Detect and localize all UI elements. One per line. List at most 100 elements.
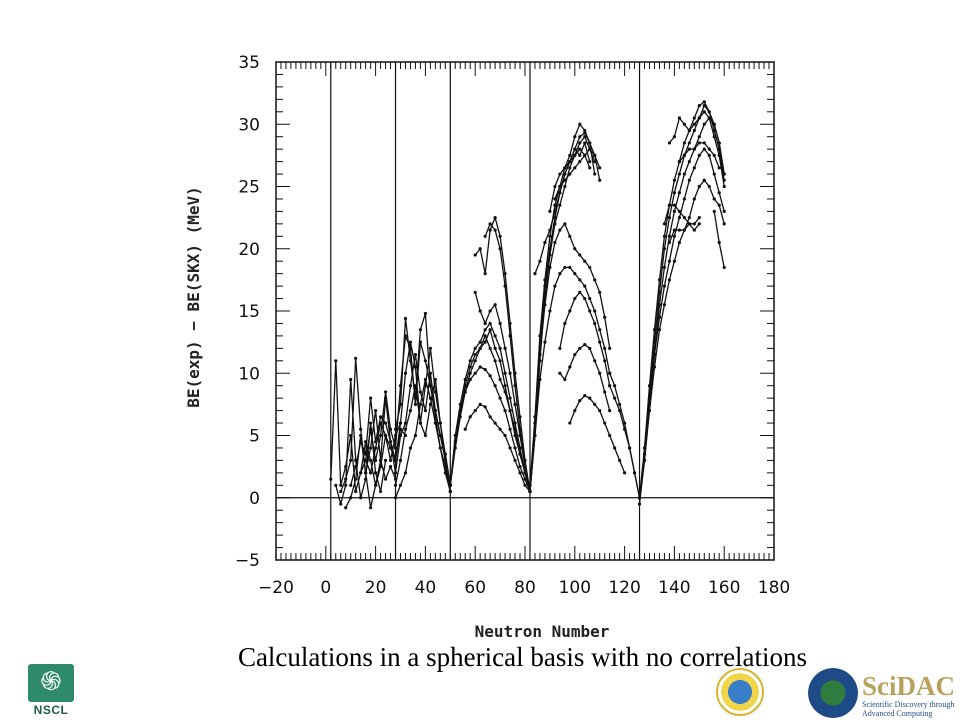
data-point [518,427,522,431]
data-point [533,433,537,438]
series-line [529,136,596,492]
data-point [652,365,657,369]
data-point [413,402,418,406]
data-point [687,128,691,133]
series-27 [548,147,592,213]
data-point [677,191,681,195]
data-point [563,222,567,226]
data-point [613,446,617,450]
data-point [583,135,587,139]
data-point [573,296,577,301]
data-point [413,433,418,438]
data-point [717,153,721,157]
data-point [672,228,677,232]
data-point [662,222,667,226]
data-point [369,471,373,475]
series-line [529,132,596,492]
data-point [463,427,467,431]
data-point [563,166,567,170]
data-point [359,471,363,475]
series-line [364,422,402,474]
x-tick-label: 140 [658,578,690,598]
x-axis-label: Neutron Number [475,622,610,640]
data-point [702,100,706,104]
data-point [598,340,602,344]
data-point [603,359,607,363]
data-point [433,409,437,413]
data-point [548,253,552,257]
data-point [423,377,427,382]
data-point [568,234,572,238]
data-point [697,116,701,120]
data-point [578,141,582,145]
series-line [638,179,725,498]
data-point [513,458,517,462]
data-point [712,153,716,157]
data-point [598,166,602,170]
data-point [428,346,432,350]
data-point [722,265,726,270]
data-point [383,458,388,462]
data-point [393,496,398,500]
data-point [418,421,423,425]
data-point [702,110,706,114]
data-point [369,506,373,510]
data-point [374,446,378,450]
data-point [578,346,582,350]
series-line [554,148,601,200]
data-point [388,446,393,450]
data-point [344,483,348,487]
data-point [642,458,647,462]
x-tick-label: 20 [365,578,387,598]
series-35 [608,384,642,500]
data-point [513,384,517,388]
data-point [593,278,597,282]
data-point [553,284,557,288]
data-point [682,172,686,176]
data-point [478,346,482,350]
data-point [687,216,691,220]
data-point [593,309,597,313]
series-line [474,292,531,492]
data-point [359,440,363,444]
data-point [657,290,662,294]
data-point [563,265,567,270]
data-point [637,502,642,506]
data-point [692,147,696,151]
data-point [438,446,442,450]
data-point [448,489,452,494]
data-point [598,371,602,375]
data-point [568,153,572,157]
data-point [548,234,552,238]
data-point [513,402,517,406]
series-line [529,266,611,492]
data-point [672,209,677,213]
data-point [478,309,482,313]
data-point [697,184,701,189]
data-point [608,409,612,413]
data-point [388,427,393,431]
data-point [413,365,418,369]
data-point [692,166,696,170]
data-point [717,141,721,145]
data-point [593,153,597,157]
data-point [702,122,706,126]
doe-seal-icon [808,668,858,718]
x-tick-label: 0 [320,578,331,598]
data-point [478,340,482,344]
data-point [508,334,512,338]
data-point [717,166,721,170]
data-point [677,216,681,220]
data-point [652,352,657,357]
data-point [383,390,388,394]
scidac-logo: SciDAC Scientific Discovery through Adva… [862,672,956,718]
data-point [632,471,637,475]
data-point [359,496,363,500]
data-point [493,216,497,220]
data-point [583,284,587,288]
data-point [712,197,716,201]
data-point [473,371,477,375]
data-point [613,396,617,400]
data-point [578,153,582,157]
data-point [488,374,492,378]
